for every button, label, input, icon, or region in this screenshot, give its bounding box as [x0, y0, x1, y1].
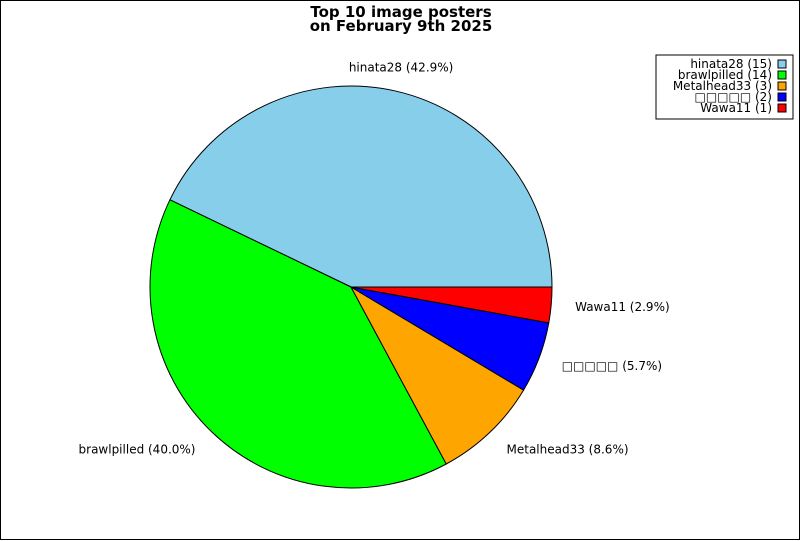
legend-label-metalhead33: Metalhead33 (3): [673, 79, 772, 93]
slice-label-brawlpilled: brawlpilled (40.0%): [79, 443, 196, 457]
legend-label-wawa11: Wawa11 (1): [700, 101, 772, 115]
pie-slice-hinata28: [169, 85, 553, 288]
legend-label-item-4: □□□□□ (2): [694, 90, 772, 104]
slice-label-metalhead33: Metalhead33 (8.6%): [507, 443, 629, 457]
chart-title: Top 10 image posters: [310, 3, 491, 21]
pie-slice-labels: hinata28 (42.9%) brawlpilled (40.0%) Metal…: [79, 61, 670, 457]
chart-subtitle: on February 9th 2025: [310, 17, 493, 35]
legend-label-brawlpilled: brawlpilled (14): [678, 68, 772, 82]
legend-swatch-item-4: [777, 92, 787, 102]
pie-slices: [149, 85, 553, 489]
legend-box: [655, 54, 794, 120]
legend-swatch-metalhead33: [777, 81, 787, 91]
legend: hinata28 (15)brawlpilled (14)Metalhead33…: [655, 54, 794, 120]
legend-swatch-wawa11: [777, 103, 787, 113]
legend-swatch-hinata28: [777, 59, 787, 69]
pie-slice-brawlpilled: [149, 199, 447, 489]
legend-label-hinata28: hinata28 (15): [690, 57, 772, 71]
slice-label-wawa11: Wawa11 (2.9%): [575, 300, 670, 314]
legend-items: hinata28 (15)brawlpilled (14)Metalhead33…: [673, 57, 787, 115]
legend-swatch-brawlpilled: [777, 70, 787, 80]
slice-label-item-4: □□□□□ (5.7%): [562, 359, 662, 373]
pie-slice-wawa11: [350, 286, 553, 324]
slice-label-hinata28: hinata28 (42.9%): [349, 61, 454, 75]
pie-slice-metalhead33: [349, 285, 525, 465]
